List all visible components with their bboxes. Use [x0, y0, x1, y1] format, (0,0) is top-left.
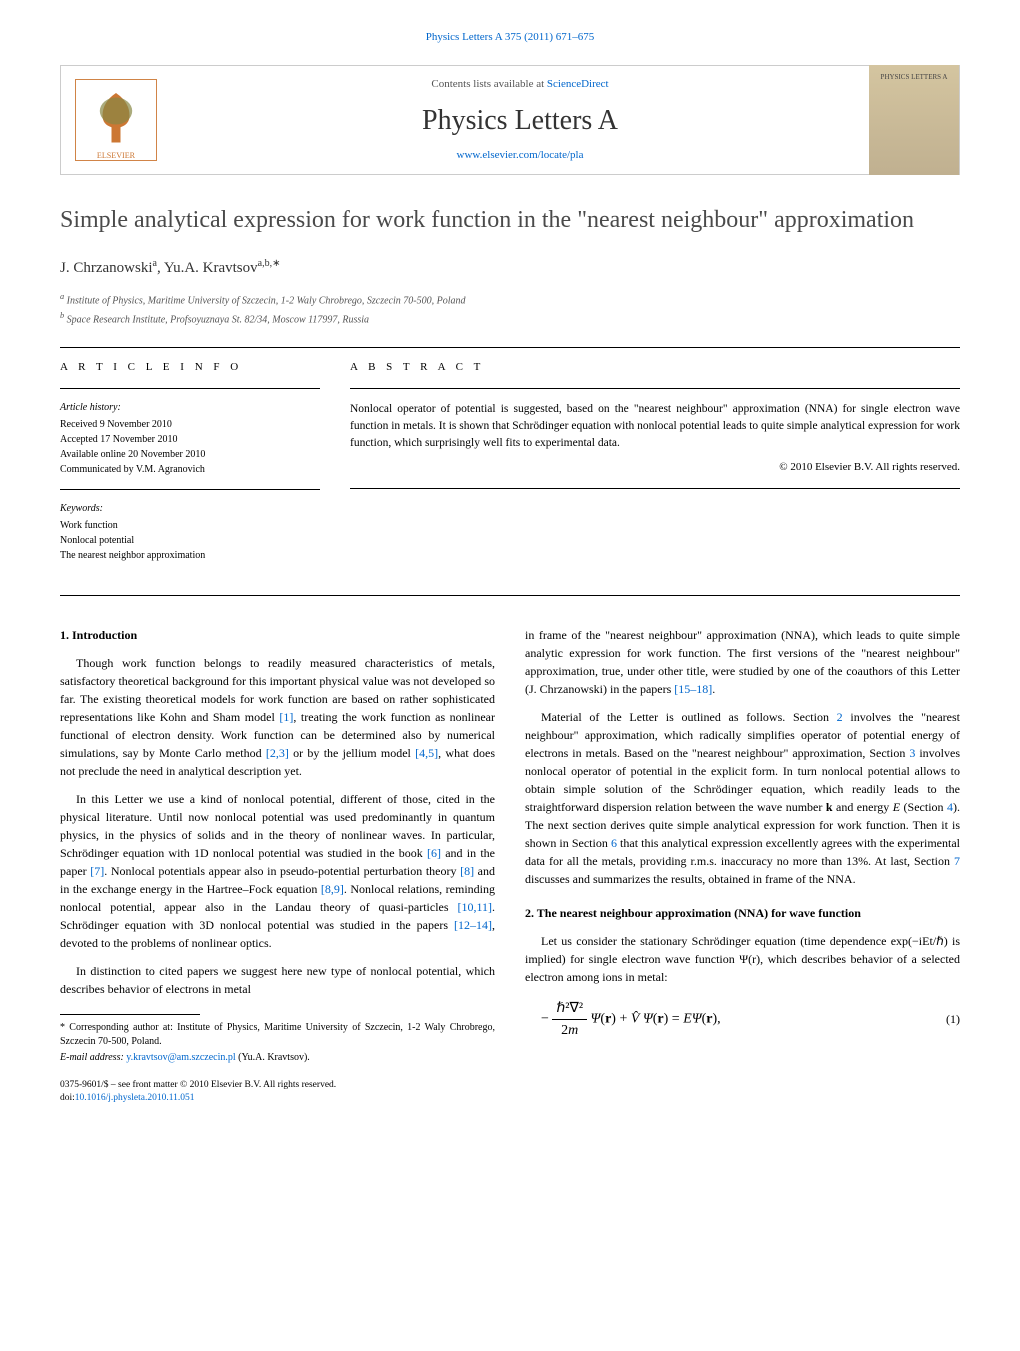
ref-6[interactable]: [6] [427, 846, 441, 860]
email-label: E-mail address: [60, 1052, 126, 1063]
keywords-block: Keywords: Work function Nonlocal potenti… [60, 502, 320, 563]
author-2-sup: a,b,∗ [258, 258, 281, 269]
ref-8-9[interactable]: [8,9] [321, 882, 344, 896]
col2-paragraph-1: in frame of the "nearest neighbour" appr… [525, 626, 960, 698]
intro-paragraph-2: In this Letter we use a kind of nonlocal… [60, 790, 495, 952]
affiliation-b-text: Space Research Institute, Profsoyuznaya … [67, 314, 369, 325]
ref-1[interactable]: [1] [279, 710, 293, 724]
bottom-meta: 0375-9601/$ – see front matter © 2010 El… [60, 1079, 495, 1106]
sec-ref-4[interactable]: 4 [947, 800, 953, 814]
contents-available-line: Contents lists available at ScienceDirec… [181, 77, 859, 92]
ref-8[interactable]: [8] [460, 864, 474, 878]
journal-cover-text: PHYSICS LETTERS A [881, 73, 948, 83]
body-two-column: 1. Introduction Though work function bel… [60, 626, 960, 1106]
ref-12-14[interactable]: [12–14] [454, 918, 492, 932]
email-link[interactable]: y.kravtsov@am.szczecin.pl [126, 1052, 235, 1063]
col2-paragraph-2: Material of the Letter is outlined as fo… [525, 708, 960, 888]
ref-15-18[interactable]: [15–18] [674, 682, 712, 696]
keywords-label: Keywords: [60, 502, 320, 516]
info-divider-1 [60, 388, 320, 389]
author-1: J. Chrzanowski [60, 260, 153, 276]
journal-url[interactable]: www.elsevier.com/locate/pla [181, 148, 859, 163]
contents-prefix: Contents lists available at [431, 78, 546, 90]
corresponding-author-note: * Corresponding author at: Institute of … [60, 1021, 495, 1049]
footnotes: * Corresponding author at: Institute of … [60, 1021, 495, 1065]
keywords-text: Work function Nonlocal potential The nea… [60, 518, 320, 563]
equation-1-row: − ℏ²∇²2m Ψ(r) + V̂ Ψ(r) = EΨ(r), (1) [525, 998, 960, 1041]
elsevier-logo: ELSEVIER [61, 65, 171, 175]
equation-1-number: (1) [946, 1010, 960, 1028]
history-label: Article history: [60, 401, 320, 415]
issn-line: 0375-9601/$ – see front matter © 2010 El… [60, 1079, 495, 1092]
sec-ref-3[interactable]: 3 [909, 746, 915, 760]
ref-7[interactable]: [7] [90, 864, 104, 878]
ref-2-3[interactable]: [2,3] [266, 746, 289, 760]
abstract-copyright: © 2010 Elsevier B.V. All rights reserved… [350, 460, 960, 475]
divider-before-body [60, 595, 960, 596]
equation-1: − ℏ²∇²2m Ψ(r) + V̂ Ψ(r) = EΨ(r), [525, 998, 946, 1041]
sciencedirect-link[interactable]: ScienceDirect [547, 78, 609, 90]
page-container: Physics Letters A 375 (2011) 671–675 ELS… [0, 0, 1020, 1135]
sec-ref-6[interactable]: 6 [611, 836, 617, 850]
affiliation-a: a Institute of Physics, Maritime Univers… [60, 291, 960, 308]
ref-10-11[interactable]: [10,11] [457, 900, 492, 914]
svg-text:ELSEVIER: ELSEVIER [97, 151, 136, 160]
body-column-left: 1. Introduction Though work function bel… [60, 626, 495, 1106]
affiliation-b: b Space Research Institute, Profsoyuznay… [60, 310, 960, 327]
abstract-column: A B S T R A C T Nonlocal operator of pot… [350, 360, 960, 574]
article-info-heading: A R T I C L E I N F O [60, 360, 320, 375]
info-abstract-row: A R T I C L E I N F O Article history: R… [60, 360, 960, 574]
doi-link[interactable]: 10.1016/j.physleta.2010.11.051 [75, 1093, 195, 1103]
journal-cover-thumbnail: PHYSICS LETTERS A [869, 65, 959, 175]
footnote-divider [60, 1014, 200, 1015]
email-line: E-mail address: y.kravtsov@am.szczecin.p… [60, 1051, 495, 1065]
abstract-heading: A B S T R A C T [350, 360, 960, 375]
intro-paragraph-1: Though work function belongs to readily … [60, 654, 495, 780]
affiliation-a-text: Institute of Physics, Maritime Universit… [67, 295, 466, 306]
email-suffix: (Yu.A. Kravtsov). [236, 1052, 310, 1063]
authors-line: J. Chrzanowskia, Yu.A. Kravtsova,b,∗ [60, 257, 960, 279]
header-box: ELSEVIER Contents lists available at Sci… [60, 65, 960, 175]
article-info-column: A R T I C L E I N F O Article history: R… [60, 360, 320, 574]
history-text: Received 9 November 2010 Accepted 17 Nov… [60, 417, 320, 477]
elsevier-tree-icon: ELSEVIER [71, 75, 161, 165]
article-history-block: Article history: Received 9 November 201… [60, 401, 320, 477]
body-column-right: in frame of the "nearest neighbour" appr… [525, 626, 960, 1106]
doi-label: doi: [60, 1093, 75, 1103]
affiliation-a-sup: a [60, 292, 64, 301]
doi-line: doi:10.1016/j.physleta.2010.11.051 [60, 1092, 495, 1105]
journal-reference: Physics Letters A 375 (2011) 671–675 [60, 30, 960, 45]
affiliation-b-sup: b [60, 311, 64, 320]
abstract-divider-bottom [350, 488, 960, 489]
sec-ref-2[interactable]: 2 [837, 710, 843, 724]
article-title: Simple analytical expression for work fu… [60, 205, 960, 236]
sec-ref-7[interactable]: 7 [954, 854, 960, 868]
header-center: Contents lists available at ScienceDirec… [171, 67, 869, 173]
ref-4-5[interactable]: [4,5] [415, 746, 438, 760]
author-2: Yu.A. Kravtsov [164, 260, 258, 276]
journal-title: Physics Letters A [181, 101, 859, 140]
divider-top [60, 347, 960, 348]
intro-paragraph-3: In distinction to cited papers we sugges… [60, 962, 495, 998]
abstract-divider-top [350, 388, 960, 389]
section-2-heading: 2. The nearest neighbour approximation (… [525, 904, 960, 922]
section-1-heading: 1. Introduction [60, 626, 495, 644]
info-divider-2 [60, 489, 320, 490]
author-1-sup: a [153, 258, 157, 269]
affiliations: a Institute of Physics, Maritime Univers… [60, 291, 960, 328]
abstract-text: Nonlocal operator of potential is sugges… [350, 401, 960, 453]
nna-paragraph-1: Let us consider the stationary Schröding… [525, 932, 960, 986]
